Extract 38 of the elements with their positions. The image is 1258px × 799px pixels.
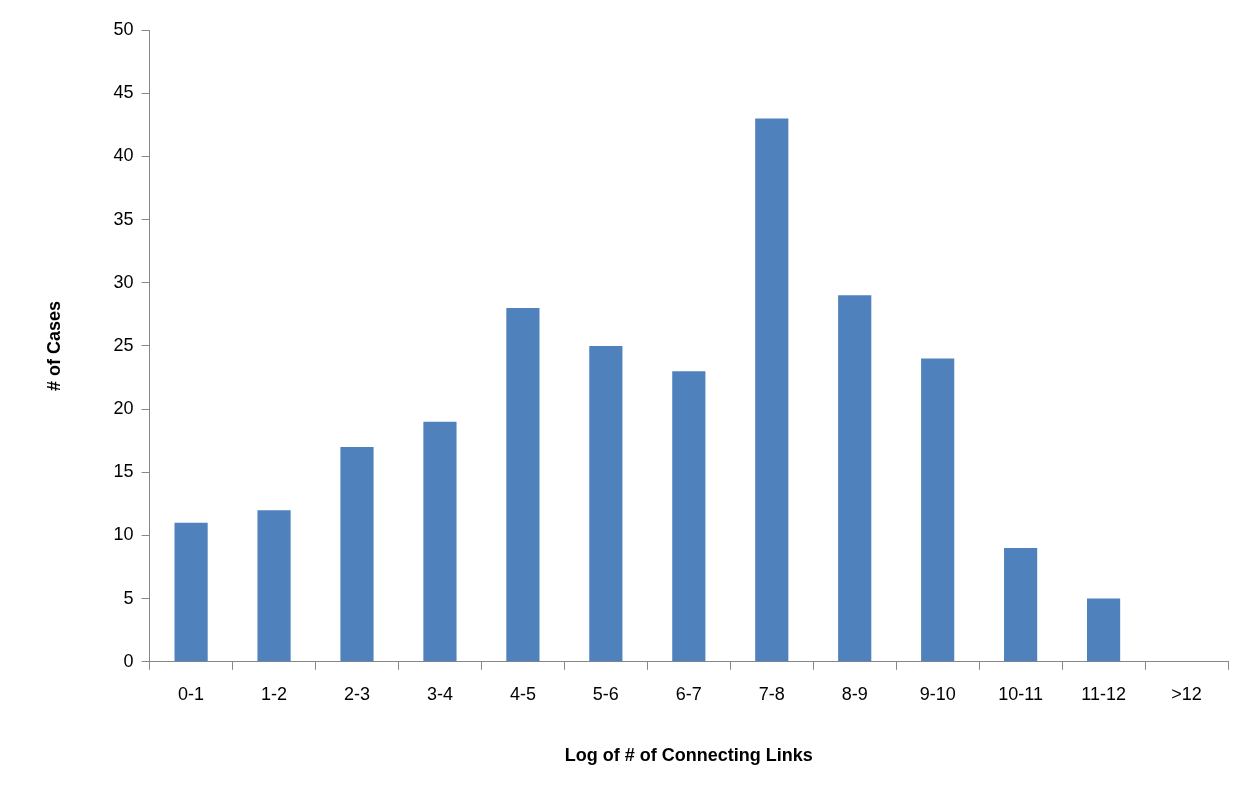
x-tick-label: 8-9 [841, 683, 868, 704]
x-tick-label: 9-10 [919, 683, 956, 704]
bar [921, 358, 955, 662]
bar [589, 345, 623, 662]
x-tick-label: 0-1 [178, 683, 205, 704]
bar [755, 118, 789, 662]
bar [174, 522, 208, 662]
x-tick-label: 2-3 [343, 683, 371, 704]
x-tick-label: >12 [1171, 683, 1202, 704]
x-axis-title: Log of # of Connecting Links [564, 745, 813, 766]
bar [1086, 598, 1121, 662]
y-tick-label: 0 [123, 650, 134, 671]
y-tick-label: 15 [113, 461, 134, 482]
x-tick-label: 11-12 [1081, 683, 1126, 704]
x-tick-label: 7-8 [758, 683, 785, 704]
y-tick-label: 40 [113, 145, 134, 166]
y-tick-label: 50 [113, 18, 134, 39]
y-tick-label: 5 [123, 587, 134, 608]
bar [506, 307, 540, 662]
y-tick-label: 35 [113, 208, 134, 229]
y-tick-label: 20 [113, 398, 134, 419]
bar [672, 371, 706, 662]
x-tick-label: 5-6 [592, 683, 619, 704]
bar [340, 446, 374, 662]
bar [423, 421, 457, 662]
x-tick-label: 1-2 [261, 683, 288, 704]
y-tick-label: 30 [113, 271, 134, 292]
x-tick-label: 6-7 [675, 683, 702, 704]
x-tick-label: 4-5 [509, 683, 536, 704]
bar [1004, 548, 1038, 662]
x-tick-label: 3-4 [426, 683, 453, 704]
y-tick-label: 25 [113, 334, 134, 355]
bar [257, 510, 291, 662]
y-axis-title: # of Cases [43, 300, 64, 391]
y-tick-label: 10 [113, 524, 134, 545]
y-tick-label: 45 [113, 82, 134, 103]
bar [838, 295, 872, 662]
x-tick-label: 10-11 [998, 683, 1043, 704]
